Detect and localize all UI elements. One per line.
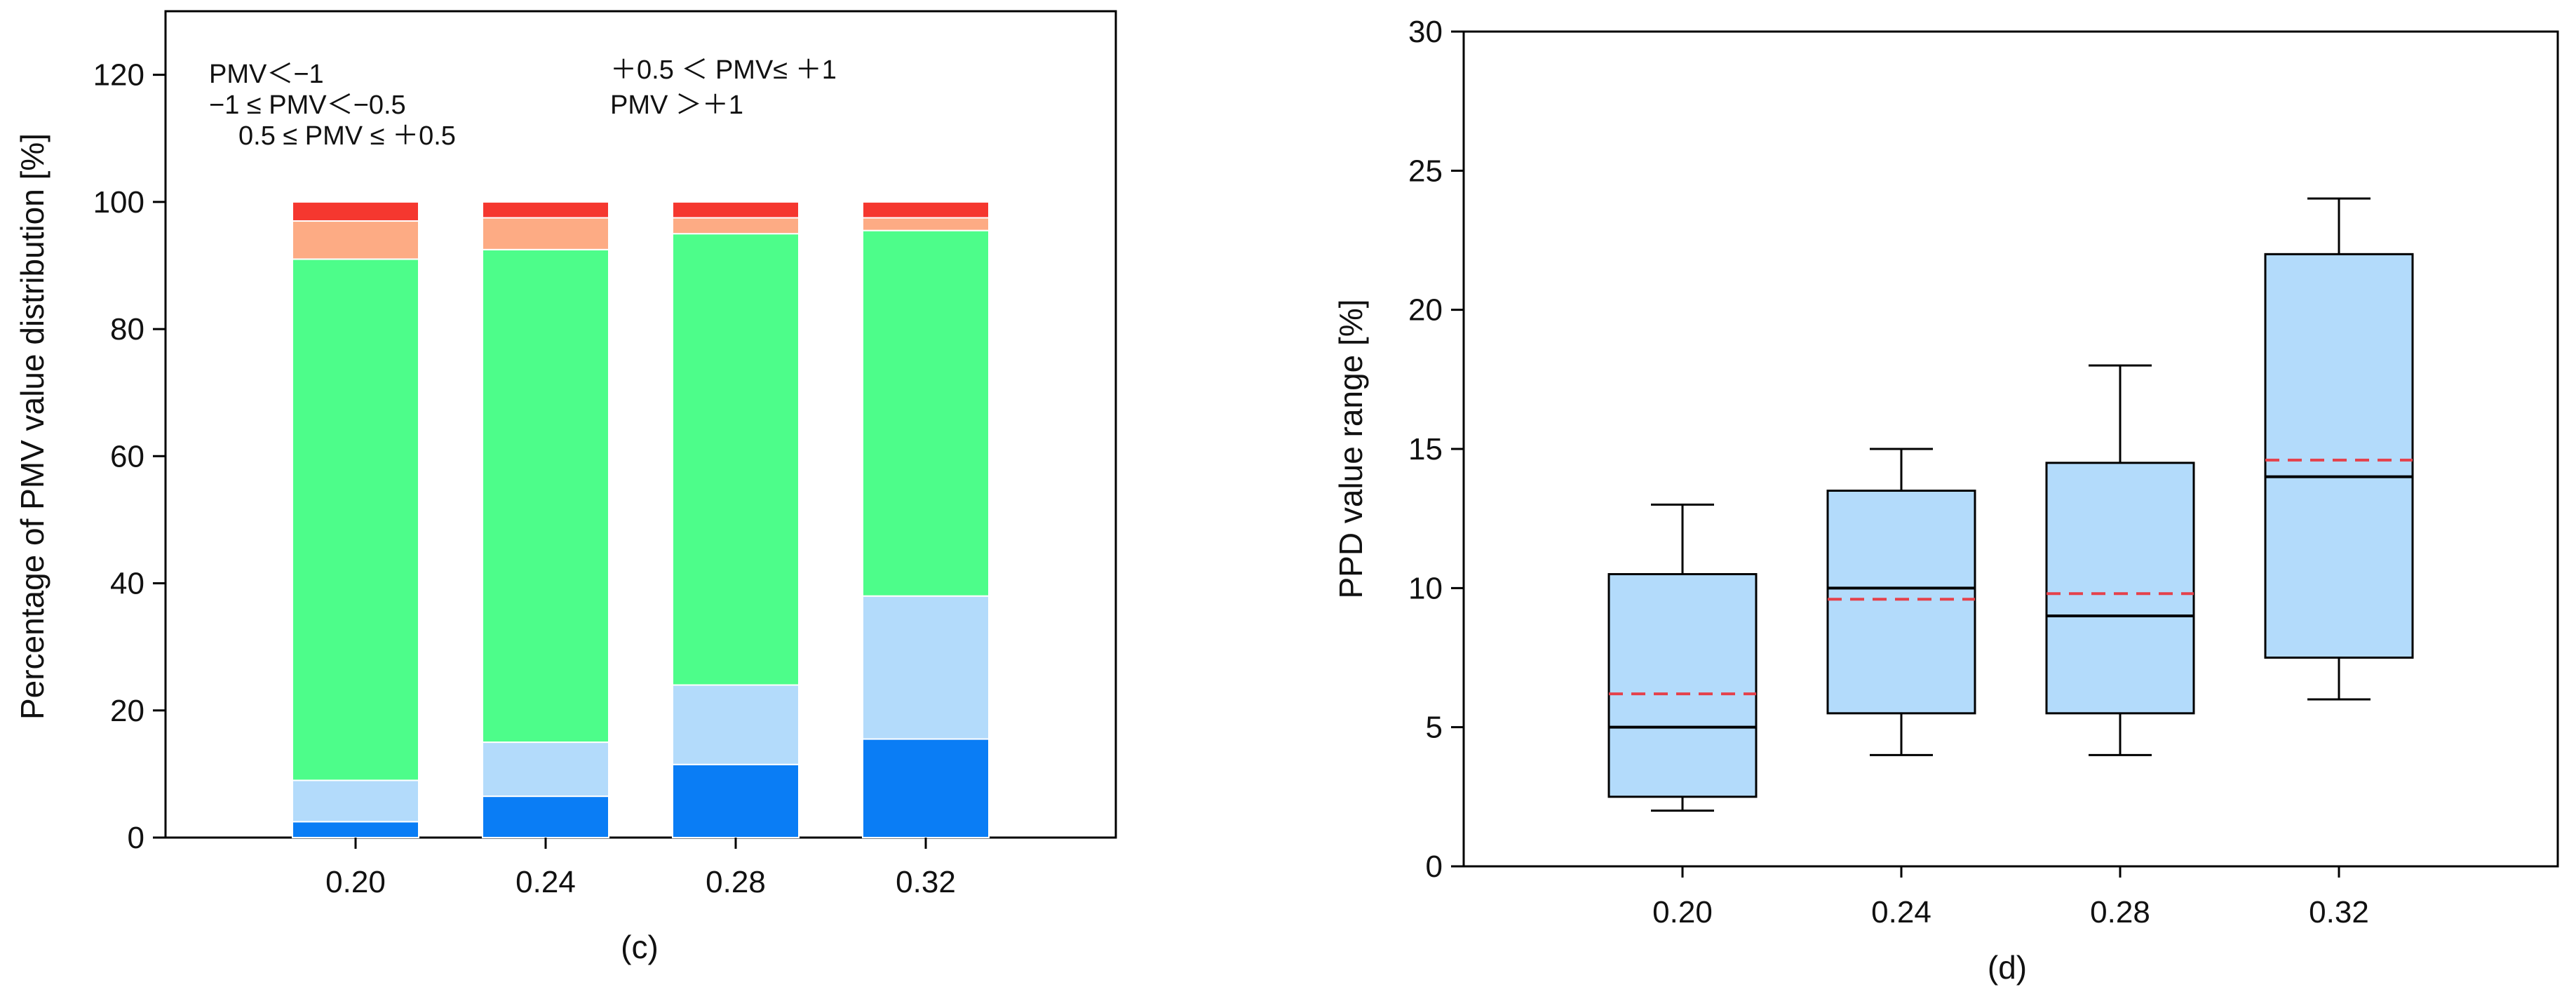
bar-segment: [482, 248, 609, 744]
x-tick-label: 0.24: [1871, 895, 1931, 929]
y-tick-label: 20: [1408, 293, 1443, 328]
y-axis-label-c: Percentage of PMV value distribution [%]: [14, 133, 50, 720]
x-tick-label: 0.32: [896, 865, 956, 899]
x-tick-label: 0.28: [2090, 895, 2150, 929]
bar-segment: [862, 201, 990, 219]
iqr-box: [2264, 253, 2414, 659]
caption-d: (d): [1988, 949, 2027, 986]
legend-entry-pmv-neutral: 0.5 ≤ PMV ≤ ＋0.5: [238, 121, 456, 151]
bar-segment: [672, 217, 800, 235]
box-plot-panel-d: 0 5 10 15 20 25 30 0.20 0.24 0.28 0.32 PPD value …: [1333, 15, 2559, 986]
box-plot-item: [2264, 197, 2414, 701]
bar-segment: [862, 217, 990, 231]
bar-segment: [672, 233, 800, 686]
caption-c: (c): [621, 929, 659, 965]
legend-c: PMV＜−1 −1 ≤ PMV＜−0.5 0.5 ≤ PMV ≤ ＋0.5 ＋0…: [209, 55, 837, 151]
y-tick-label: 60: [110, 439, 144, 474]
bar-segment: [292, 258, 419, 781]
x-axis-c: 0.20 0.24 0.28 0.32: [325, 838, 956, 899]
y-tick-label: 20: [110, 694, 144, 728]
x-axis-d: 0.20 0.24 0.28 0.32: [1652, 866, 2369, 929]
bar-segment: [292, 201, 419, 222]
x-tick-label: 0.20: [325, 865, 386, 899]
box-plot-item: [1826, 448, 1976, 756]
y-tick-label: 25: [1408, 154, 1443, 188]
bar-segment: [292, 821, 419, 839]
x-tick-label: 0.28: [706, 865, 766, 899]
boxes-d: [1607, 197, 2414, 812]
bar-segment: [292, 779, 419, 823]
plot-frame-c: [164, 10, 1117, 839]
iqr-box: [1607, 573, 1758, 798]
y-tick-label: 40: [110, 567, 144, 601]
legend-entry-pmv-gt-1: PMV ＞＋1: [610, 90, 743, 120]
y-tick-label: 0: [1426, 849, 1443, 884]
y-tick-label: 0: [128, 821, 144, 855]
legend-entry-pmv-lt-minus1: PMV＜−1: [209, 60, 324, 89]
y-tick-label: 15: [1408, 432, 1443, 466]
bar-segment: [672, 684, 800, 765]
legend-entry-pmv-05-to-1: ＋0.5 ＜ PMV≤ ＋1: [610, 55, 837, 85]
y-tick-label: 5: [1426, 711, 1443, 745]
bar-segment: [482, 201, 609, 219]
iqr-box: [1826, 490, 1976, 715]
y-axis-label-d: PPD value range [%]: [1333, 299, 1369, 598]
bar-segment: [482, 217, 609, 250]
y-tick-label: 100: [93, 185, 144, 220]
x-tick-label: 0.24: [515, 865, 576, 899]
x-tick-label: 0.32: [2309, 895, 2369, 929]
y-tick-label: 80: [110, 312, 144, 347]
box-plot-item: [1607, 503, 1758, 812]
bar-segment: [482, 741, 609, 798]
y-axis-d: 0 5 10 15 20 25 30: [1408, 15, 1464, 884]
iqr-box: [2045, 462, 2195, 715]
box-plot-item: [2045, 364, 2195, 756]
bar-segment: [862, 595, 990, 740]
y-tick-label: 30: [1408, 15, 1443, 49]
bar-segment: [482, 795, 609, 838]
bar-segment: [862, 738, 990, 838]
bar-segment: [862, 229, 990, 597]
bar-segment: [672, 763, 800, 839]
stacked-bar-chart-panel-c: 0 20 40 60 80 100 120 0.20 0.24 0.28 0.32 Percent…: [14, 10, 1117, 965]
x-tick-label: 0.20: [1652, 895, 1713, 929]
y-tick-label: 120: [93, 58, 144, 93]
y-axis-c: 0 20 40 60 80 100 120: [93, 58, 166, 855]
bars-c: [292, 201, 990, 839]
legend-entry-pmv-minus1-to-minus05: −1 ≤ PMV＜−0.5: [209, 90, 406, 120]
y-tick-label: 10: [1408, 571, 1443, 605]
bar-segment: [292, 220, 419, 260]
bar-segment: [672, 201, 800, 219]
